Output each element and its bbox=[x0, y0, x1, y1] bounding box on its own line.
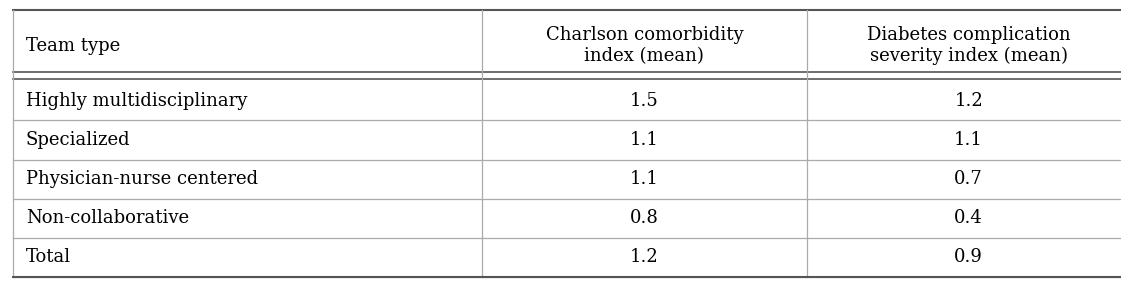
Text: Diabetes complication
severity index (mean): Diabetes complication severity index (me… bbox=[867, 26, 1071, 65]
Text: Team type: Team type bbox=[26, 37, 120, 55]
Text: 1.5: 1.5 bbox=[630, 92, 659, 110]
Text: Total: Total bbox=[26, 248, 71, 266]
Text: 0.8: 0.8 bbox=[630, 209, 659, 227]
Text: Specialized: Specialized bbox=[26, 131, 131, 149]
Text: 0.9: 0.9 bbox=[954, 248, 983, 266]
Text: 1.2: 1.2 bbox=[954, 92, 983, 110]
Text: 1.1: 1.1 bbox=[954, 131, 983, 149]
Text: 1.2: 1.2 bbox=[630, 248, 659, 266]
Text: Charlson comorbidity
index (mean): Charlson comorbidity index (mean) bbox=[546, 26, 743, 65]
Text: 0.7: 0.7 bbox=[954, 170, 983, 188]
Text: 0.4: 0.4 bbox=[954, 209, 983, 227]
Text: Non-collaborative: Non-collaborative bbox=[26, 209, 189, 227]
Text: 1.1: 1.1 bbox=[630, 131, 659, 149]
Text: Physician-nurse centered: Physician-nurse centered bbox=[26, 170, 258, 188]
Text: Highly multidisciplinary: Highly multidisciplinary bbox=[26, 92, 248, 110]
Text: 1.1: 1.1 bbox=[630, 170, 659, 188]
